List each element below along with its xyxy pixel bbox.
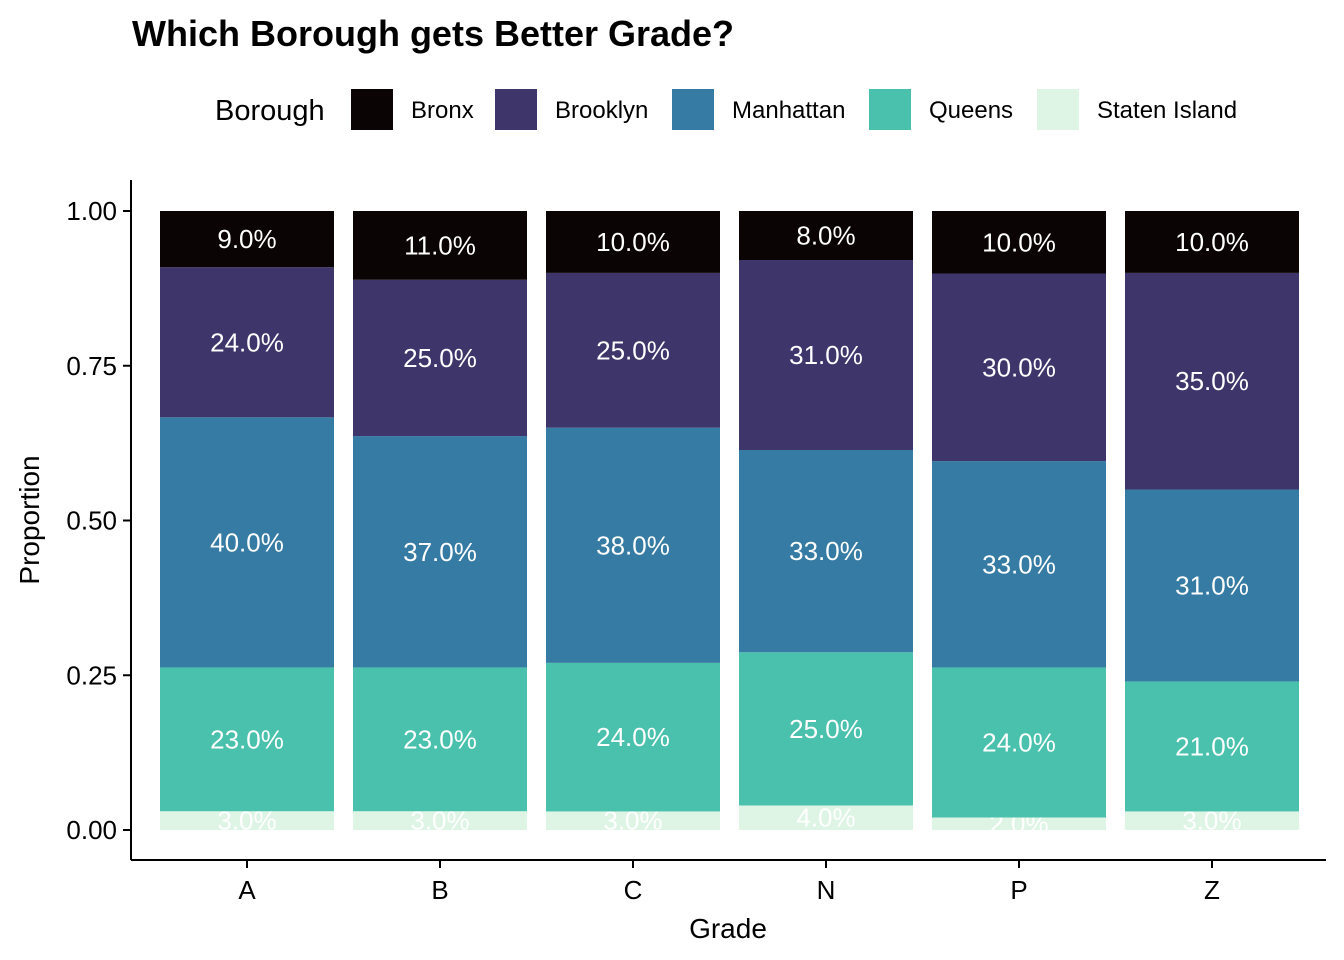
data-label-queens-p: 24.0% <box>982 727 1056 757</box>
bar-queens-p <box>932 667 1106 818</box>
data-label-manhattan-b: 37.0% <box>403 537 477 567</box>
bar-queens-c <box>546 662 720 812</box>
bar-manhattan-b <box>353 436 527 668</box>
legend-key-queens <box>869 89 911 130</box>
legend-label-bronx: Bronx <box>411 97 474 124</box>
bar-queens-b <box>353 667 527 812</box>
x-tick-label-p: P <box>1010 875 1027 905</box>
x-axis-title: Grade <box>689 913 767 944</box>
legend-label-queens: Queens <box>929 97 1013 124</box>
bar-queens-a <box>160 667 334 812</box>
y-tick-label: 0.50 <box>66 506 117 536</box>
bar-brooklyn-b <box>353 279 527 437</box>
data-label-queens-z: 21.0% <box>1175 731 1249 761</box>
data-label-queens-a: 23.0% <box>210 724 284 754</box>
data-label-manhattan-z: 31.0% <box>1175 570 1249 600</box>
data-label-manhattan-c: 38.0% <box>596 530 670 560</box>
bar-staten-island-n <box>739 805 913 830</box>
bar-brooklyn-n <box>739 260 913 451</box>
bar-staten-island-b <box>353 811 527 830</box>
bar-bronx-a <box>160 211 334 268</box>
x-tick-label-n: N <box>817 875 836 905</box>
data-label-brooklyn-c: 25.0% <box>596 335 670 365</box>
y-tick-label: 0.25 <box>66 660 117 690</box>
bar-bronx-c <box>546 211 720 273</box>
x-tick-label-a: A <box>238 875 256 905</box>
legend: Borough Bronx Brooklyn Manhattan Queens Stat… <box>215 89 1237 130</box>
bar-bronx-z <box>1125 211 1299 273</box>
bar-bronx-b <box>353 211 527 280</box>
bar-brooklyn-a <box>160 267 334 418</box>
bar-queens-n <box>739 652 913 806</box>
bar-brooklyn-c <box>546 272 720 428</box>
bar-staten-island-p <box>932 817 1106 830</box>
legend-label-staten-island: Staten Island <box>1097 97 1237 124</box>
legend-key-staten-island <box>1037 89 1079 130</box>
legend-label-manhattan: Manhattan <box>732 97 845 124</box>
data-label-manhattan-a: 40.0% <box>210 527 284 557</box>
bar-manhattan-c <box>546 427 720 663</box>
data-label-brooklyn-a: 24.0% <box>210 327 284 357</box>
legend-key-brooklyn <box>495 89 537 130</box>
bar-queens-z <box>1125 681 1299 812</box>
data-label-bronx-b: 11.0% <box>404 230 476 260</box>
y-tick-label: 0.00 <box>66 815 117 845</box>
data-label-brooklyn-n: 31.0% <box>789 340 863 370</box>
bar-staten-island-c <box>546 811 720 830</box>
bar-staten-island-z <box>1125 811 1299 830</box>
data-label-manhattan-p: 33.0% <box>982 549 1056 579</box>
data-label-bronx-p: 10.0% <box>982 227 1056 257</box>
x-tick-label-c: C <box>624 875 643 905</box>
data-label-staten-island-n: 4.0% <box>796 803 855 833</box>
bar-staten-island-a <box>160 811 334 830</box>
legend-key-manhattan <box>672 89 714 130</box>
bar-bronx-n <box>739 211 913 261</box>
bar-brooklyn-z <box>1125 272 1299 490</box>
legend-title: Borough <box>215 95 325 127</box>
bar-manhattan-z <box>1125 489 1299 682</box>
x-tick-label-b: B <box>431 875 448 905</box>
y-tick-label: 1.00 <box>66 196 117 226</box>
bar-bronx-p <box>932 211 1106 274</box>
data-label-manhattan-n: 33.0% <box>789 536 863 566</box>
bar-manhattan-a <box>160 417 334 668</box>
y-tick-label: 0.75 <box>66 351 117 381</box>
data-label-brooklyn-p: 30.0% <box>982 352 1056 382</box>
legend-label-brooklyn: Brooklyn <box>555 97 648 124</box>
data-label-queens-b: 23.0% <box>403 724 477 754</box>
chart-title: Which Borough gets Better Grade? <box>132 13 734 54</box>
data-label-queens-n: 25.0% <box>789 714 863 744</box>
data-label-bronx-c: 10.0% <box>596 227 670 257</box>
data-label-bronx-n: 8.0% <box>796 221 855 251</box>
data-label-queens-c: 24.0% <box>596 722 670 752</box>
data-label-bronx-z: 10.0% <box>1175 227 1249 257</box>
plot-area: 3.0%23.0%40.0%24.0%9.0%3.0%23.0%37.0%25.… <box>160 211 1299 839</box>
data-label-bronx-a: 9.0% <box>217 224 276 254</box>
legend-key-bronx <box>351 89 393 130</box>
data-label-brooklyn-b: 25.0% <box>403 343 477 373</box>
x-tick-label-z: Z <box>1204 875 1220 905</box>
bar-manhattan-n <box>739 450 913 653</box>
bar-brooklyn-p <box>932 273 1106 462</box>
axes: 0.00 0.25 0.50 0.75 1.00 A B C N P Z <box>66 180 1326 905</box>
data-label-brooklyn-z: 35.0% <box>1175 366 1249 396</box>
bar-manhattan-p <box>932 461 1106 668</box>
y-axis-title: Proportion <box>14 455 45 584</box>
